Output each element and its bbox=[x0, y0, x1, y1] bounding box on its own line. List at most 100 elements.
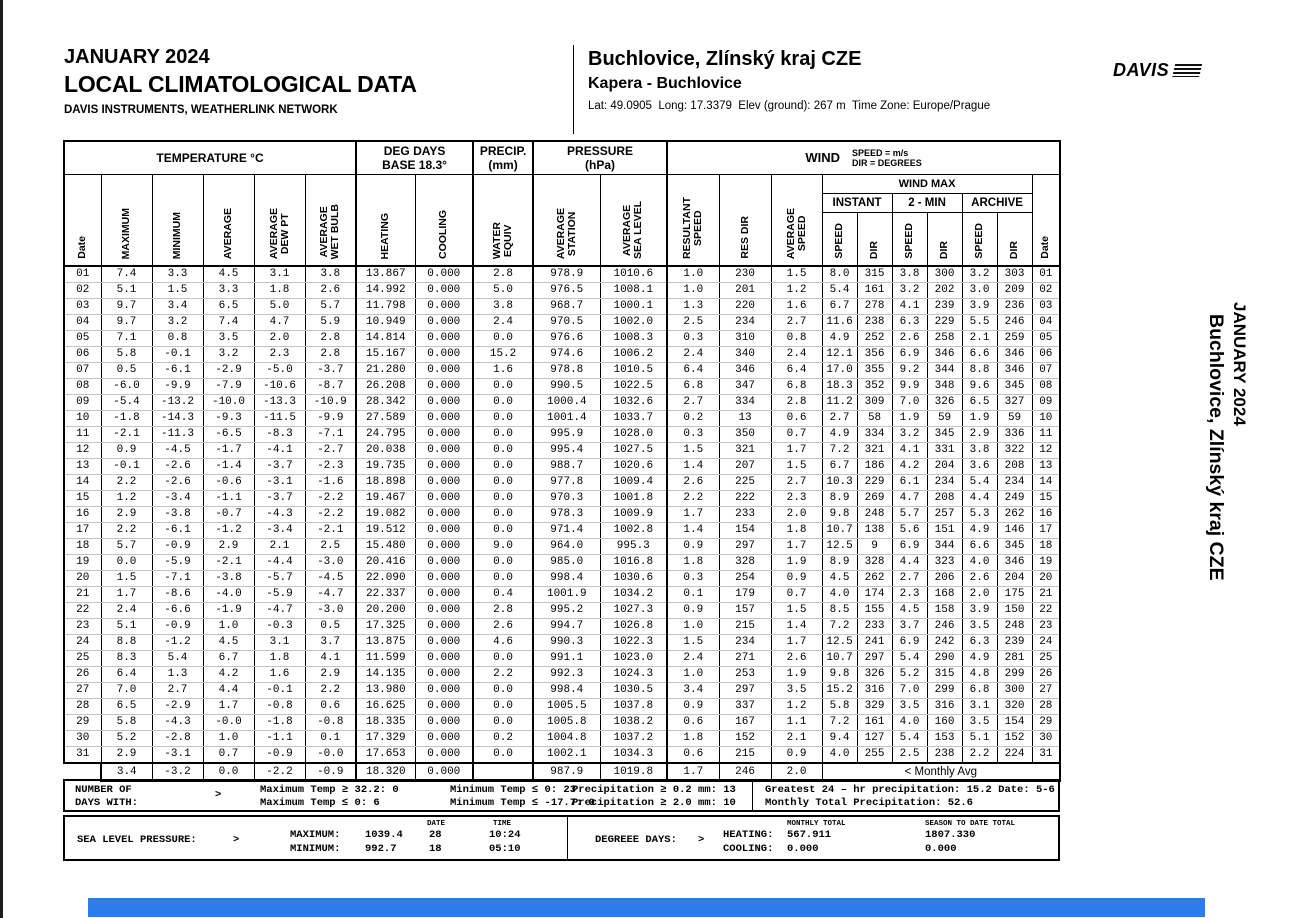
col-header-avg-sea-level: AVERAGE SEA LEVEL bbox=[599, 174, 668, 267]
value-cell: 3.0 bbox=[961, 282, 998, 299]
value-cell: -0.1 bbox=[151, 346, 204, 363]
value-cell: 3.1 bbox=[253, 265, 306, 283]
value-cell: -9.3 bbox=[202, 410, 255, 427]
value-cell: 0.4 bbox=[472, 586, 534, 603]
col-header-res-dir: RES DIR bbox=[718, 174, 772, 267]
value-cell: -4.0 bbox=[202, 586, 255, 603]
value-cell: 13.867 bbox=[355, 265, 416, 283]
value-cell: 233 bbox=[856, 618, 893, 635]
value-cell: -0.0 bbox=[202, 714, 255, 731]
value-cell: 2.3 bbox=[891, 586, 928, 603]
value-cell: 1009.9 bbox=[599, 506, 668, 523]
value-cell: 978.9 bbox=[532, 265, 601, 283]
value-cell: -8.7 bbox=[304, 378, 357, 395]
value-cell: 991.1 bbox=[532, 650, 601, 667]
value-cell: 2.9 bbox=[304, 666, 357, 683]
value-cell: 1.5 bbox=[770, 458, 823, 475]
value-cell: 4.9 bbox=[961, 522, 998, 539]
value-cell: 0.000 bbox=[414, 506, 474, 523]
value-cell: 0.0 bbox=[100, 554, 153, 571]
value-cell: 322 bbox=[996, 442, 1033, 459]
value-cell: -6.5 bbox=[202, 426, 255, 443]
value-cell: 2.7 bbox=[151, 682, 204, 699]
pressure-min-date: 18 bbox=[429, 843, 442, 855]
value-cell: 1.8 bbox=[253, 650, 306, 667]
value-cell: 0.000 bbox=[414, 490, 474, 507]
value-cell: 1006.2 bbox=[599, 346, 668, 363]
value-cell: -0.9 bbox=[253, 746, 306, 764]
value-cell: 6.3 bbox=[891, 314, 928, 331]
value-cell: 340 bbox=[718, 346, 772, 363]
date-cell: 04 bbox=[1031, 314, 1062, 331]
value-cell: 5.4 bbox=[151, 650, 204, 667]
date-cell: 27 bbox=[1031, 682, 1062, 699]
value-cell: 4.2 bbox=[202, 666, 255, 683]
date-cell: 14 bbox=[63, 474, 102, 491]
value-cell: 11.2 bbox=[821, 394, 858, 411]
value-cell: 7.0 bbox=[100, 682, 153, 699]
col-header-heating: HEATING bbox=[355, 174, 416, 267]
value-cell: 4.7 bbox=[891, 490, 928, 507]
days-min-temp-very-low: Minimum Temp ≤ -17.7: 0 bbox=[450, 797, 595, 809]
value-cell: -0.6 bbox=[202, 474, 255, 491]
date-cell: 13 bbox=[63, 458, 102, 475]
value-cell: -10.9 bbox=[304, 394, 357, 411]
value-cell: -4.7 bbox=[253, 602, 306, 619]
date-cell: 31 bbox=[63, 746, 102, 764]
value-cell: -3.1 bbox=[151, 746, 204, 764]
value-cell: 5.0 bbox=[472, 282, 534, 299]
value-cell: 1.1 bbox=[770, 714, 823, 731]
footer-bar bbox=[88, 898, 1205, 917]
table-row: 06 5.8 -0.1 3.2 2.3 2.8 15.167 0.000 15.2 974.6 10… bbox=[63, 346, 1062, 363]
value-cell: 0.000 bbox=[414, 650, 474, 667]
value-cell: 0.000 bbox=[414, 330, 474, 347]
wind-speed-dir-row: SPEED DIR SPEED DIR SPEED DIR bbox=[64, 212, 1060, 267]
value-cell: 3.9 bbox=[961, 602, 998, 619]
value-cell: 154 bbox=[718, 522, 772, 539]
value-cell: 6.6 bbox=[961, 346, 998, 363]
value-cell: 978.8 bbox=[532, 362, 601, 379]
date-cell: 14 bbox=[1031, 474, 1062, 491]
value-cell: 168 bbox=[926, 586, 963, 603]
value-cell: 3.8 bbox=[891, 265, 928, 283]
value-cell: 258 bbox=[926, 330, 963, 347]
date-cell: 08 bbox=[63, 378, 102, 395]
col-header-water-equiv: WATER EQUIV bbox=[472, 174, 534, 267]
value-cell: 2.3 bbox=[253, 346, 306, 363]
value-cell: 2.5 bbox=[666, 314, 720, 331]
value-cell: -0.3 bbox=[253, 618, 306, 635]
value-cell: 0.0 bbox=[472, 442, 534, 459]
value-cell: 174 bbox=[856, 586, 893, 603]
wind-units-label: SPEED = m/s DIR = DEGREES bbox=[852, 148, 922, 168]
value-cell: 1.5 bbox=[770, 602, 823, 619]
value-cell: 2.8 bbox=[472, 265, 534, 283]
date-cell: 20 bbox=[1031, 570, 1062, 587]
value-cell: 19.512 bbox=[355, 522, 416, 539]
date-cell: 30 bbox=[1031, 730, 1062, 747]
value-cell: 11.6 bbox=[821, 314, 858, 331]
value-cell: 0.0 bbox=[472, 682, 534, 699]
heating-season-value: 1807.330 bbox=[925, 829, 976, 841]
value-cell: 12.5 bbox=[821, 634, 858, 651]
value-cell: 59 bbox=[996, 410, 1033, 427]
value-cell: 18.3 bbox=[821, 378, 858, 395]
value-cell: 3.2 bbox=[891, 426, 928, 443]
value-cell: 2.4 bbox=[770, 346, 823, 363]
value-cell: 976.6 bbox=[532, 330, 601, 347]
value-cell: 316 bbox=[856, 682, 893, 699]
value-cell: 2.2 bbox=[100, 474, 153, 491]
table-row: 03 9.7 3.4 6.5 5.0 5.7 11.798 0.000 3.8 968.7 1000… bbox=[63, 298, 1062, 315]
value-cell: 2.9 bbox=[100, 506, 153, 523]
date-cell: 17 bbox=[63, 522, 102, 539]
value-cell: 310 bbox=[718, 330, 772, 347]
value-cell: 5.2 bbox=[891, 666, 928, 683]
value-cell: -5.9 bbox=[151, 554, 204, 571]
cooling-season-value: 0.000 bbox=[925, 843, 957, 855]
value-cell: 17.325 bbox=[355, 618, 416, 635]
value-cell: -1.6 bbox=[304, 474, 357, 491]
value-cell: -1.2 bbox=[202, 522, 255, 539]
value-cell: 17.653 bbox=[355, 746, 416, 764]
wind-label: WIND bbox=[805, 150, 840, 165]
value-cell: 0.000 bbox=[414, 586, 474, 603]
date-cell: 23 bbox=[1031, 618, 1062, 635]
